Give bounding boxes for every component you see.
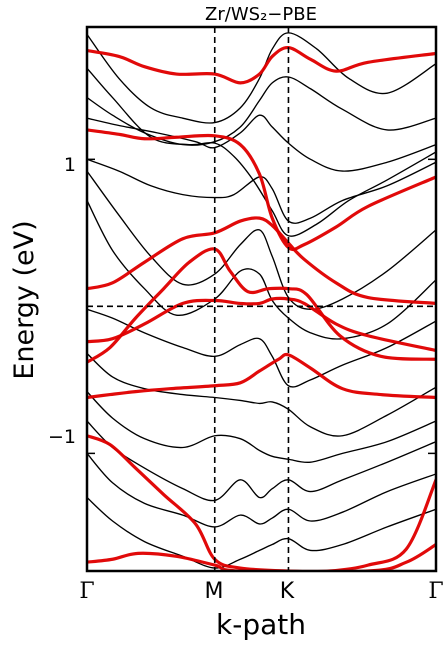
y-axis-label: Energy (eV): [9, 220, 40, 379]
x-tick-label-m: M: [205, 579, 224, 604]
black-band-line-8: [87, 352, 436, 437]
chart-title: Zr/WS₂−PBE: [205, 4, 317, 25]
y-tick-label-1: 1: [64, 154, 76, 176]
x-axis-label: k-path: [216, 608, 306, 641]
y-tick-label-minus-1: −1: [48, 426, 76, 448]
black-band-line-3: [87, 114, 436, 172]
plot-frame: [85, 25, 438, 573]
red-band-line-16: [87, 216, 436, 306]
x-tick-label-k: K: [280, 579, 295, 604]
red-band-line-15: [87, 128, 436, 252]
red-band-line-19: [87, 352, 436, 400]
red-band-line-14: [87, 45, 436, 85]
red-band-line-20: [87, 434, 436, 571]
black-band-line-13: [87, 76, 436, 146]
black-band-line-1: [87, 32, 436, 124]
axis-ticks: [87, 158, 436, 455]
x-tick-label-gamma-right: Γ: [428, 579, 443, 604]
red-band-line-21: [87, 542, 436, 571]
black-band-line-12: [87, 496, 436, 569]
reference-lines: [87, 27, 436, 571]
red-band-line-18: [87, 247, 436, 364]
black-band-line-10: [87, 420, 436, 502]
black-band-line-11: [87, 452, 436, 528]
red-band-line-17: [87, 296, 436, 353]
x-tick-label-gamma-left: Γ: [79, 579, 94, 604]
black-band-line-7: [87, 308, 436, 388]
band-layer: [87, 32, 436, 571]
black-band-line-9: [87, 390, 436, 464]
